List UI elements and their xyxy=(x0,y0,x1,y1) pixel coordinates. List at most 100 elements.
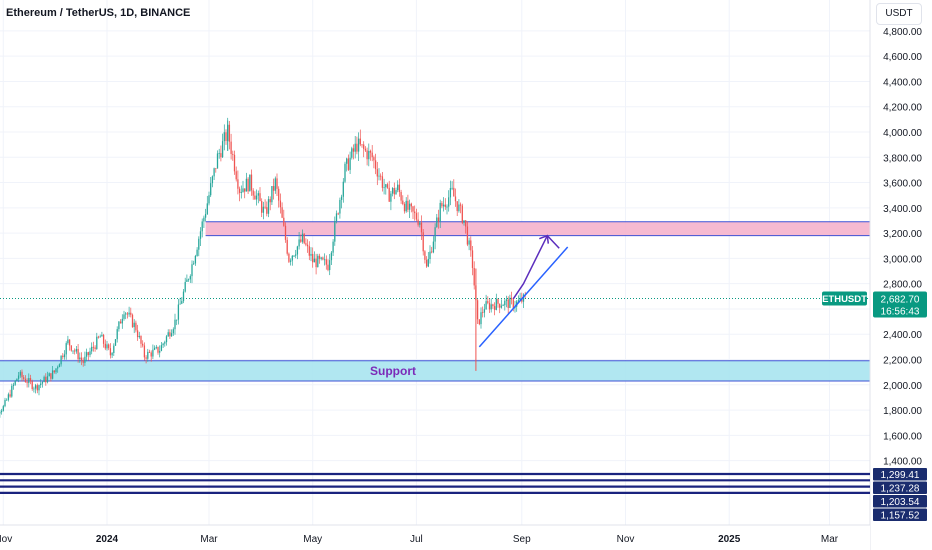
candle-body xyxy=(182,291,185,302)
time-axis-background[interactable] xyxy=(0,525,870,550)
candle-body xyxy=(269,199,271,203)
candle-body xyxy=(266,207,268,214)
candle-body xyxy=(152,349,154,357)
candle-body xyxy=(82,360,84,363)
candle-body xyxy=(181,301,183,304)
candle-body xyxy=(24,378,27,383)
price-tick-label: 3,200.00 xyxy=(883,229,922,240)
candle-body xyxy=(330,252,333,261)
candle-body xyxy=(102,334,105,344)
candle-body xyxy=(223,132,225,142)
candle-body xyxy=(34,385,37,389)
candle-body xyxy=(359,138,361,145)
candle-body xyxy=(264,206,266,208)
price-tick-label: 4,600.00 xyxy=(883,52,922,63)
level-label-bg xyxy=(873,468,927,481)
candle-body xyxy=(402,200,404,205)
price-axis-background[interactable] xyxy=(870,0,932,550)
price-tick-label: 3,400.00 xyxy=(883,204,922,215)
candle-body xyxy=(395,190,397,195)
candle-body xyxy=(318,255,321,259)
candle-body xyxy=(323,259,326,261)
candle-body xyxy=(480,312,482,325)
candle-body xyxy=(369,150,372,153)
candle-body xyxy=(510,297,513,300)
candle-body xyxy=(497,299,499,304)
candle-body xyxy=(240,191,242,193)
candle-body xyxy=(94,347,96,349)
candle-body xyxy=(87,352,89,356)
candle-body xyxy=(36,385,38,391)
candle-body xyxy=(206,203,208,215)
candle-body xyxy=(70,345,72,351)
candle-body xyxy=(485,301,487,310)
candle-body xyxy=(337,213,339,215)
candle-body xyxy=(363,144,365,149)
candle-body xyxy=(349,157,351,170)
candle-body xyxy=(340,196,343,200)
candle-body xyxy=(111,352,113,356)
candle-body xyxy=(436,217,438,228)
candle-body xyxy=(31,381,33,390)
candle-body xyxy=(186,279,188,282)
price-tick-label: 3,800.00 xyxy=(883,153,922,164)
candle-body xyxy=(466,226,469,245)
candle-body xyxy=(211,176,214,184)
candle-body xyxy=(354,143,356,152)
candle-body xyxy=(99,336,101,338)
candle-body xyxy=(199,231,202,239)
time-axis[interactable]: Nov 2024 Mar May Jul Sep Nov 2025 Mar xyxy=(0,524,870,550)
resistance-zone xyxy=(205,221,871,236)
candle-body xyxy=(459,204,462,206)
candle-body xyxy=(157,346,159,353)
candle-body xyxy=(254,195,256,200)
candle-body xyxy=(40,383,42,386)
candle-body xyxy=(74,350,76,352)
candle-body xyxy=(448,197,450,207)
candle-body xyxy=(169,332,171,337)
candle-body xyxy=(410,203,412,207)
candle-body xyxy=(500,305,503,308)
candle-body xyxy=(133,322,135,328)
candle-body xyxy=(415,213,418,220)
candle-body xyxy=(301,233,304,242)
price-tick-label: 2,000.00 xyxy=(883,381,922,392)
price-tick-label: 1,400.00 xyxy=(883,457,922,468)
candle-body xyxy=(381,176,384,188)
candle-body xyxy=(57,367,59,369)
candle-body xyxy=(412,206,414,212)
candle-body xyxy=(322,257,324,260)
level-label: 1,203.54 xyxy=(881,497,920,508)
candle-body xyxy=(388,187,390,202)
horizontal-levels: 1,299.41 1,237.28 1,203.54 1,157.52 xyxy=(0,468,927,522)
price-tick-label: 4,000.00 xyxy=(883,128,922,139)
candle-body xyxy=(43,376,45,383)
currency-button[interactable]: USDT xyxy=(876,3,922,25)
candle-body xyxy=(89,351,91,356)
candle-body xyxy=(383,187,385,189)
candle-body xyxy=(351,148,353,158)
candle-body xyxy=(131,314,134,328)
candle-body xyxy=(329,260,331,271)
price-tick-label: 1,800.00 xyxy=(883,406,922,417)
candle-body xyxy=(313,258,316,263)
time-tick-label: Nov xyxy=(617,534,635,545)
candle-body xyxy=(414,211,416,214)
candle-body xyxy=(142,343,144,346)
candle-body xyxy=(138,335,140,338)
time-tick-label: 2024 xyxy=(96,534,119,545)
candle-body xyxy=(130,312,132,315)
candle-body xyxy=(368,150,370,160)
price-axis[interactable]: 4,800.00 4,600.00 4,400.00 4,200.00 4,000.00… xyxy=(869,0,932,550)
candle-body xyxy=(213,168,215,177)
candle-body xyxy=(461,205,463,223)
candle-body xyxy=(295,254,297,256)
candle-body xyxy=(281,207,283,218)
candle-body xyxy=(177,304,180,320)
candle-body xyxy=(140,335,142,344)
candle-body xyxy=(23,377,25,379)
candle-body xyxy=(504,300,506,306)
price-tick-label: 3,600.00 xyxy=(883,179,922,190)
candle-body xyxy=(26,382,28,384)
